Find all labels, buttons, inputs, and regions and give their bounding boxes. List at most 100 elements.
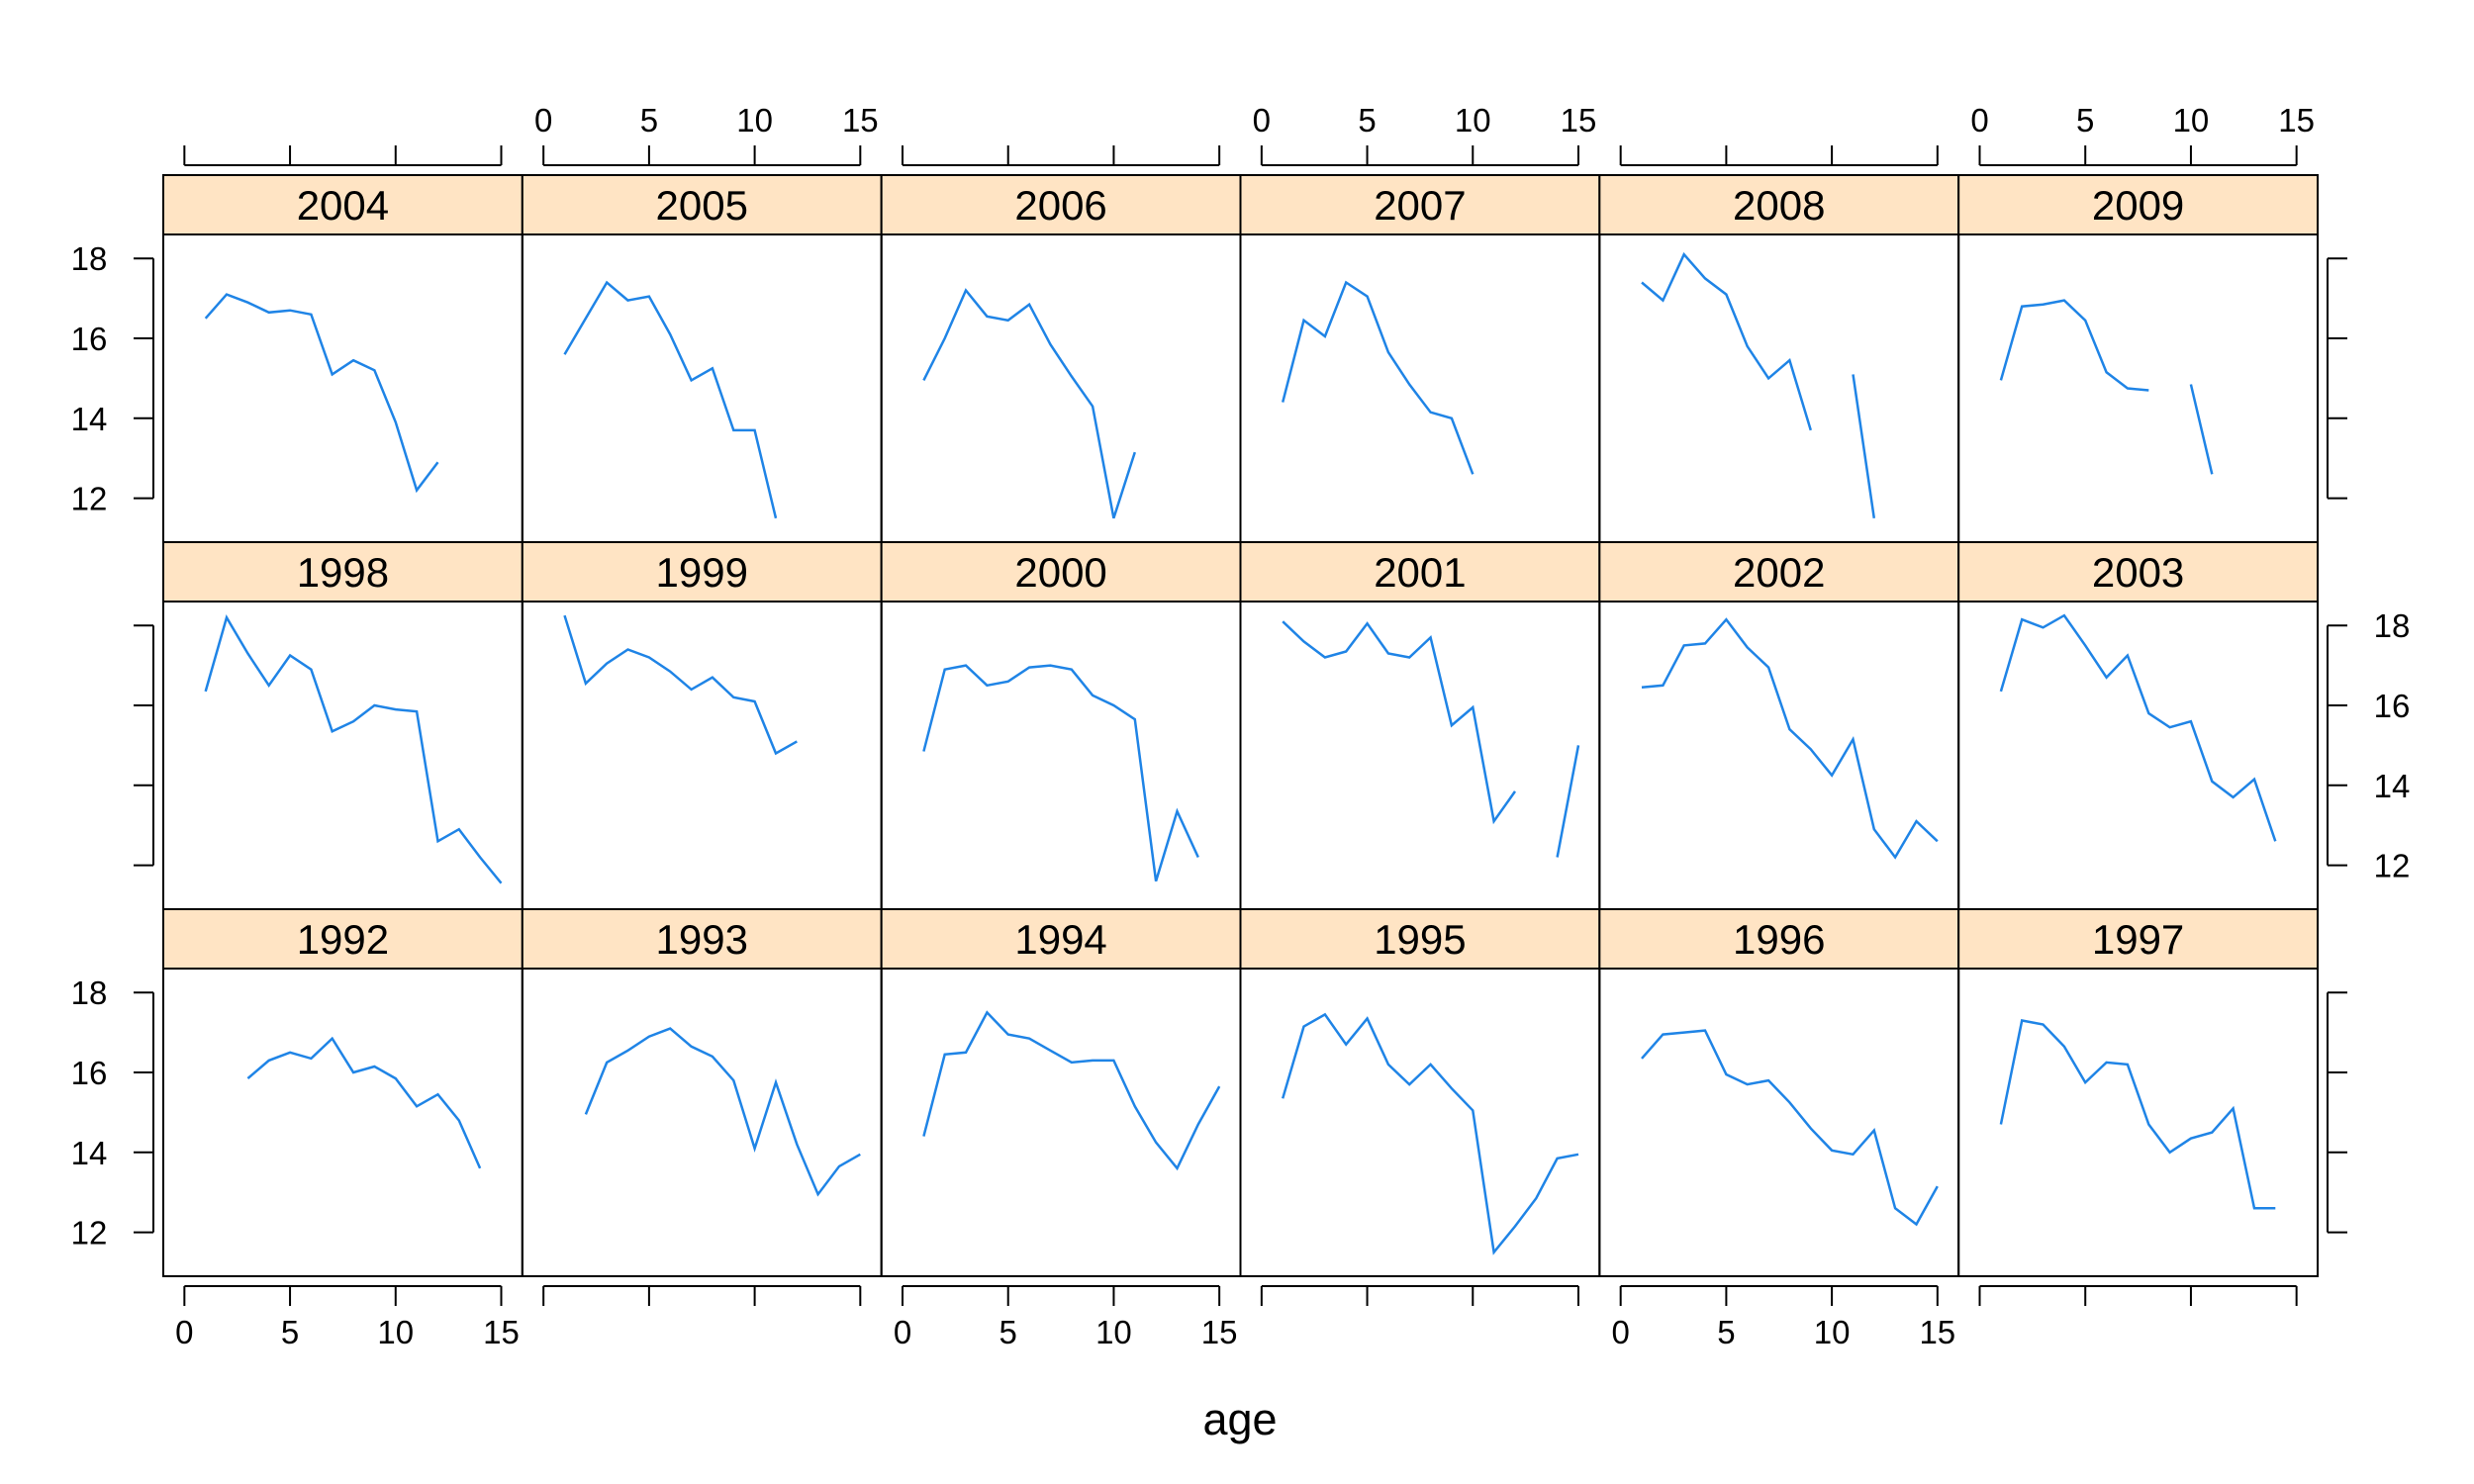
- x-tick-label: 0: [894, 1314, 911, 1350]
- panel-2002: 2002: [1598, 541, 1960, 910]
- x-tick-label: 5: [1717, 1314, 1735, 1350]
- strip-label: 1994: [1014, 916, 1106, 963]
- x-tick-label: 15: [1919, 1314, 1955, 1350]
- panel-1994: 1994: [880, 908, 1242, 1277]
- strip-label: 2002: [1733, 549, 1825, 596]
- x-tick-label: 5: [1358, 102, 1376, 139]
- y-tick-label: 12: [71, 1215, 108, 1252]
- series-line: [922, 288, 1136, 519]
- series-line: [2189, 384, 2214, 475]
- series-line: [1282, 1012, 1579, 1255]
- panel-1999: 1999: [521, 541, 883, 910]
- panel-2006: 2006: [880, 174, 1242, 543]
- panel-frame: [1598, 233, 1960, 543]
- panel-1998: 1998: [162, 541, 523, 910]
- strip: [1598, 908, 1960, 970]
- strip: [880, 174, 1242, 235]
- x-tick-label: 10: [736, 102, 773, 139]
- panel-frame: [880, 968, 1242, 1277]
- panel-1995: 1995: [1239, 908, 1601, 1277]
- x-tick-label: 0: [175, 1314, 193, 1350]
- x-axis-title: age: [1202, 1394, 1277, 1444]
- x-tick-label: 10: [377, 1314, 414, 1350]
- panel-frame: [880, 601, 1242, 910]
- strip-label: 2004: [297, 182, 389, 229]
- panel-2004: 2004: [162, 174, 523, 543]
- strip-label: 2009: [2092, 182, 2184, 229]
- strip: [1957, 541, 2319, 603]
- series-line: [1282, 620, 1517, 825]
- series-line: [1556, 745, 1580, 858]
- panel-frame: [1239, 233, 1601, 543]
- x-tick-label: 5: [640, 102, 658, 139]
- x-tick-label: 15: [1561, 102, 1597, 139]
- x-tick-label: 15: [1201, 1314, 1238, 1350]
- y-tick-label: 16: [71, 321, 108, 357]
- x-tick-label: 5: [999, 1314, 1017, 1350]
- panel-1996: 1996: [1598, 908, 1960, 1277]
- series-line: [204, 614, 503, 884]
- panel-2008: 2008: [1598, 174, 1960, 543]
- series-line: [563, 280, 778, 519]
- series-line: [922, 664, 1199, 882]
- x-tick-label: 5: [281, 1314, 299, 1350]
- strip-label: 2000: [1014, 549, 1106, 596]
- series-line: [1641, 1029, 1939, 1227]
- panel-frame: [521, 968, 883, 1277]
- x-tick-label: 0: [1253, 102, 1271, 139]
- strip-label: 1998: [297, 549, 389, 596]
- strip-label: 1995: [1374, 916, 1466, 963]
- strip: [1957, 908, 2319, 970]
- series-line: [1281, 280, 1475, 475]
- strip: [521, 174, 883, 235]
- y-tick-label: 12: [71, 481, 108, 517]
- strip-label: 2005: [656, 182, 748, 229]
- series-line: [246, 1036, 482, 1169]
- y-tick-label: 14: [2374, 768, 2411, 804]
- panel-frame: [162, 233, 523, 543]
- x-tick-label: 0: [1611, 1314, 1629, 1350]
- series-line: [563, 614, 798, 756]
- series-line: [204, 293, 439, 494]
- series-line: [1641, 617, 1939, 860]
- y-tick-label: 16: [2374, 688, 2411, 724]
- panel-frame: [1598, 601, 1960, 910]
- series-line: [584, 1027, 861, 1197]
- x-tick-label: 10: [1814, 1314, 1851, 1350]
- panel-1992: 1992: [162, 908, 523, 1277]
- panel-frame: [162, 968, 523, 1277]
- panel-frame: [1239, 968, 1601, 1277]
- y-tick-label: 14: [71, 1135, 108, 1171]
- strip: [521, 908, 883, 970]
- panel-1997: 1997: [1957, 908, 2319, 1277]
- strip-label: 2007: [1374, 182, 1466, 229]
- y-tick-label: 14: [71, 401, 108, 437]
- y-tick-label: 18: [71, 974, 108, 1011]
- series-line: [1641, 251, 1812, 431]
- x-tick-label: 10: [2173, 102, 2210, 139]
- panel-frame: [521, 233, 883, 543]
- panel-frame: [1598, 968, 1960, 1277]
- x-tick-label: 0: [1970, 102, 1988, 139]
- series-line: [1999, 613, 2277, 842]
- panel-2005: 2005: [521, 174, 883, 543]
- y-tick-label: 12: [2374, 848, 2411, 884]
- x-tick-label: 15: [842, 102, 879, 139]
- strip: [1957, 174, 2319, 235]
- series-line: [1999, 299, 2149, 392]
- x-tick-label: 5: [2076, 102, 2094, 139]
- panel-2001: 2001: [1239, 541, 1601, 910]
- y-tick-label: 18: [71, 240, 108, 277]
- strip: [162, 908, 523, 970]
- panel-frame: [521, 601, 883, 910]
- axes-layer: 0 5 10 15 0 5 10 15 0 5 10 15 0 5 10 15 0 5 10 15 0 5 10 15 12 14…: [71, 102, 2411, 1350]
- series-line: [1999, 1019, 2276, 1210]
- panel-frame: [1957, 968, 2319, 1277]
- x-tick-label: 10: [1455, 102, 1491, 139]
- series-line: [922, 1010, 1221, 1171]
- x-tick-label: 0: [534, 102, 552, 139]
- panel-2000: 2000: [880, 541, 1242, 910]
- strip-label: 2008: [1733, 182, 1825, 229]
- strip-label: 2006: [1014, 182, 1106, 229]
